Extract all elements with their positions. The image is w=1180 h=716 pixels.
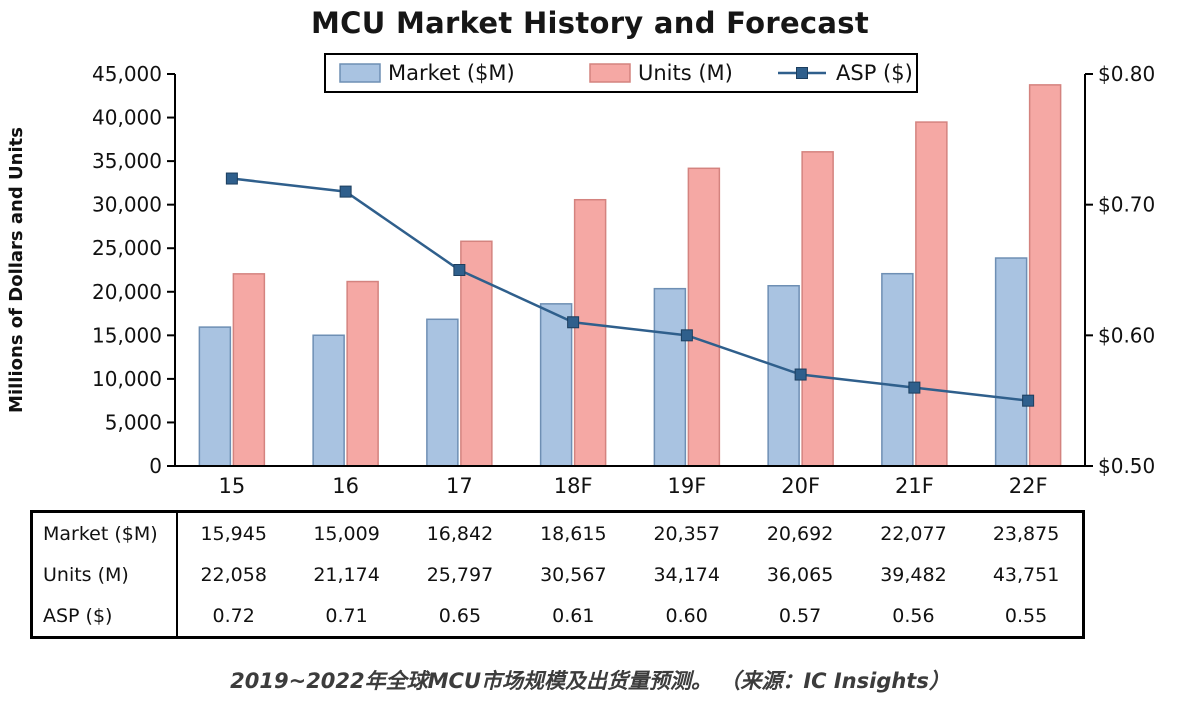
- table-cell: 36,065: [766, 563, 834, 586]
- legend: Market ($M) Units (M) ASP ($): [324, 53, 918, 93]
- data-table: Market ($M) 15,945 15,009 16,842 18,615 20,35…: [30, 510, 1085, 639]
- table-cell: 0.57: [778, 604, 822, 627]
- legend-marker-asp: [796, 67, 808, 79]
- y-tick-label: 25,000: [92, 236, 162, 260]
- category-label: 18F: [554, 474, 593, 498]
- asp-line: [231, 177, 1029, 402]
- bar-units: [801, 151, 834, 467]
- table-cell: 15,009: [313, 522, 380, 545]
- table-row: ASP ($) 0.72 0.71 0.65 0.61 0.60 0.57 0.56 0.55: [31, 595, 1084, 638]
- table-cell: 25,797: [426, 563, 494, 586]
- table-cell: 18,615: [540, 522, 607, 545]
- legend-label-market: Market ($M): [388, 61, 515, 85]
- chart-title: MCU Market History and Forecast: [311, 6, 869, 40]
- bar-market: [198, 326, 232, 467]
- table-cell: 20,692: [766, 522, 834, 545]
- right-tick-label: $0.60: [1098, 323, 1155, 347]
- y-tick-label: 40,000: [92, 106, 162, 130]
- table-cell: 0.55: [1004, 604, 1048, 627]
- asp-marker: [339, 185, 352, 198]
- data-table-grid: Market ($M) 15,945 15,009 16,842 18,615 20,35…: [30, 510, 1085, 639]
- bar-units: [460, 240, 493, 467]
- bar-market: [312, 334, 345, 467]
- legend-swatch-market: [339, 63, 381, 83]
- bar-market: [653, 287, 687, 467]
- table-cell: 16,842: [426, 522, 494, 545]
- y-tick-label: 35,000: [92, 149, 162, 173]
- table-cell: 39,482: [880, 563, 947, 586]
- bar-units: [915, 121, 948, 467]
- bar-units: [346, 280, 379, 467]
- asp-marker: [908, 381, 921, 394]
- table-row: Units (M) 22,058 21,174 25,797 30,567 34,174 3…: [31, 554, 1084, 595]
- asp-marker: [567, 316, 580, 329]
- mcu-combo-chart: 0 5,000 10,000 15,000 20,000 25,000 30,000 35,0…: [6, 53, 1155, 498]
- y-tick-label: 45,000: [92, 62, 162, 86]
- category-label: 22F: [1009, 474, 1048, 498]
- asp-marker: [453, 264, 466, 276]
- bar-units: [232, 273, 266, 467]
- category-label: 17: [446, 474, 473, 498]
- bar-units: [573, 198, 607, 467]
- category-label: 21F: [895, 474, 934, 498]
- bar-units: [687, 167, 721, 467]
- asp-line-group: [225, 172, 1035, 407]
- y-tick-label: 30,000: [92, 193, 162, 217]
- bar-units: [1028, 84, 1062, 467]
- table-cell: 22,077: [880, 522, 947, 545]
- table-cell: 34,174: [653, 563, 720, 586]
- y-axis-title: Millions of Dollars and Units: [6, 127, 27, 413]
- category-label: 20F: [781, 474, 820, 498]
- table-cell: 20,357: [653, 522, 720, 545]
- y-tick-label: 15,000: [92, 323, 162, 347]
- table-cell: 0.65: [438, 604, 482, 627]
- table-cell: 22,058: [200, 563, 267, 586]
- bars-group: [198, 84, 1062, 467]
- bar-market: [881, 272, 914, 467]
- y-tick-label: 0: [149, 454, 162, 478]
- legend-swatch-units: [589, 63, 631, 83]
- category-label: 15: [219, 474, 246, 498]
- right-tick-label: $0.80: [1098, 62, 1155, 86]
- table-cell: 15,945: [200, 522, 267, 545]
- table-cell: 0.56: [892, 604, 935, 627]
- category-label: 16: [332, 474, 359, 498]
- axes-group: 0 5,000 10,000 15,000 20,000 25,000 30,000 35,0…: [92, 62, 1155, 498]
- y-tick-label: 5,000: [105, 410, 162, 434]
- table-cell: 21,174: [313, 563, 380, 586]
- bar-market: [994, 257, 1028, 467]
- y-tick-label: 10,000: [92, 367, 162, 391]
- category-label: 19F: [667, 474, 706, 498]
- table-cell: 23,875: [992, 522, 1060, 545]
- table-cell: 0.60: [665, 604, 708, 627]
- asp-marker: [1022, 394, 1035, 407]
- table-cell: 30,567: [540, 563, 607, 586]
- bar-market: [767, 284, 800, 467]
- table-row: Market ($M) 15,945 15,009 16,842 18,615 20,35…: [31, 511, 1084, 554]
- right-tick-label: $0.50: [1098, 454, 1155, 478]
- legend-label-asp: ASP ($): [836, 61, 913, 85]
- y-tick-label: 20,000: [92, 280, 162, 304]
- bar-market: [539, 303, 573, 467]
- caption: 2019~2022年全球MCU市场规模及出货量预测。 （来源：IC Insigh…: [230, 669, 950, 693]
- table-cell: 43,751: [992, 563, 1060, 586]
- row-label: Market ($M): [31, 511, 178, 554]
- legend-label-units: Units (M): [638, 61, 733, 85]
- table-cell: 0.72: [212, 604, 255, 627]
- right-tick-label: $0.70: [1098, 193, 1155, 217]
- table-cell: 0.71: [325, 604, 368, 627]
- table-cell: 0.61: [552, 604, 595, 627]
- asp-marker: [225, 172, 238, 185]
- asp-marker: [680, 329, 693, 342]
- asp-marker: [794, 368, 807, 381]
- row-label: ASP ($): [31, 595, 178, 638]
- bar-market: [426, 318, 459, 467]
- row-label: Units (M): [31, 554, 178, 595]
